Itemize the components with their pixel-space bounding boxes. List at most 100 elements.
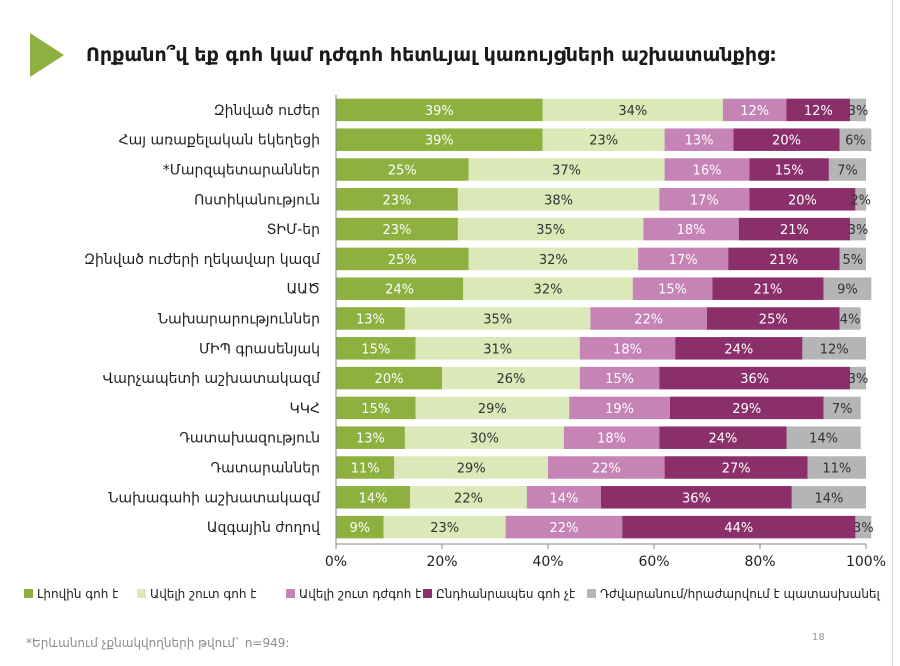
bar-segment (749, 158, 829, 181)
category-label: Նախագահի աշխատակազմ (108, 490, 321, 506)
bar-segment (823, 277, 872, 300)
bar-segment (336, 158, 469, 181)
bar-segment (638, 247, 729, 271)
bar-segment (336, 188, 458, 211)
category-label: ՄԻՊ գրասենյակ (199, 341, 320, 357)
bar-segment (786, 98, 851, 122)
legend-swatch (423, 589, 432, 598)
category-label: Ոստիկանություն (194, 192, 320, 208)
data-label: 20% (772, 134, 801, 149)
stacked-bar-chart: Զինված ուժեր 39% 34% 12% 12% 3% Հայ առաքելական… (24, 95, 886, 601)
bar-segment (669, 396, 824, 420)
data-label: 21% (753, 283, 782, 298)
bar-segment (839, 247, 866, 271)
bar-segment (563, 426, 660, 449)
category-label: Ազգային ժողով (207, 520, 321, 536)
bar-segment (569, 396, 670, 420)
bar-segment (336, 217, 458, 241)
data-label: 23% (382, 193, 411, 208)
x-tick-label: 20% (426, 554, 457, 570)
data-label: 14% (549, 491, 578, 506)
x-tick-label: 80% (744, 554, 775, 570)
data-label: 29% (457, 462, 486, 477)
bar-segment (855, 515, 872, 539)
data-label: 19% (605, 402, 634, 417)
data-label: 14% (359, 491, 388, 506)
data-label: 13% (685, 134, 714, 149)
bar-segment (659, 366, 851, 390)
bar-segment (579, 366, 660, 390)
bar-segment (542, 98, 723, 122)
category-label: ԱԱԾ (286, 282, 320, 298)
data-label: 17% (690, 193, 719, 208)
data-label: 14% (814, 491, 843, 506)
bar-segment (839, 307, 861, 330)
data-label: 2% (850, 193, 871, 208)
data-label: 38% (544, 193, 573, 208)
data-label: 6% (845, 134, 866, 149)
bar-segment (548, 456, 665, 479)
data-label: 27% (722, 462, 751, 477)
x-tick-label: 100% (846, 554, 886, 570)
data-label: 18% (613, 342, 642, 357)
category-label: Դատախազություն (179, 431, 320, 447)
bar-segment (336, 98, 543, 122)
bar-segment (336, 515, 384, 539)
data-label: 17% (669, 253, 698, 268)
data-label: 31% (483, 342, 512, 357)
page-number: 18 (812, 632, 825, 643)
bar-segment (336, 426, 405, 449)
data-label: 23% (589, 134, 618, 149)
data-label: 5% (842, 253, 863, 268)
data-label: 22% (592, 462, 621, 477)
category-label: ԿԿՀ (289, 401, 320, 417)
data-label: 34% (618, 104, 647, 119)
bar-segment (336, 396, 416, 420)
data-label: 35% (483, 313, 512, 328)
data-label: 25% (759, 313, 788, 328)
data-label: 12% (740, 104, 769, 119)
data-label: 23% (430, 521, 459, 536)
bar-segment (505, 515, 623, 539)
data-label: 9% (837, 283, 858, 298)
bar-segment (457, 188, 660, 211)
data-label: 7% (832, 402, 853, 417)
data-label: 25% (388, 253, 417, 268)
data-label: 15% (605, 372, 634, 387)
data-label: 12% (820, 342, 849, 357)
bar-segment (664, 456, 808, 479)
legend-label: Ընդհանրապես գոհ չէ (436, 587, 575, 601)
data-label: 36% (682, 491, 711, 506)
data-label: 12% (804, 104, 833, 119)
data-label: 15% (658, 283, 687, 298)
data-label: 35% (536, 223, 565, 238)
data-label: 3% (853, 521, 874, 536)
bar-segment (336, 366, 442, 390)
data-label: 21% (780, 223, 809, 238)
x-tick-label: 60% (638, 554, 669, 570)
data-label: 24% (724, 342, 753, 357)
data-label: 39% (425, 134, 454, 149)
data-label: 3% (848, 372, 869, 387)
bar-segment (823, 396, 861, 420)
bar-segment (828, 158, 866, 181)
bar-segment (336, 486, 411, 509)
data-label: 20% (788, 193, 817, 208)
legend-label: Դժվարանում/հրաժարվում է պատասխանել (600, 587, 881, 601)
bar-segment (383, 515, 506, 539)
bar-segment (394, 456, 548, 479)
bar-segment (733, 128, 840, 151)
bar-segment (728, 247, 840, 271)
data-label: 14% (809, 432, 838, 447)
data-label: 22% (549, 521, 578, 536)
category-label: *Մարզպետարաններ (163, 163, 320, 179)
legend-label: Ավելի շուտ դժգոհ է (299, 587, 421, 601)
data-label: 25% (388, 164, 417, 179)
bar-segment (675, 337, 803, 360)
bar-segment (463, 277, 633, 300)
bar-segment (664, 158, 750, 181)
data-label: 4% (840, 313, 861, 328)
bar-segment (664, 128, 734, 151)
data-label: 32% (534, 283, 563, 298)
